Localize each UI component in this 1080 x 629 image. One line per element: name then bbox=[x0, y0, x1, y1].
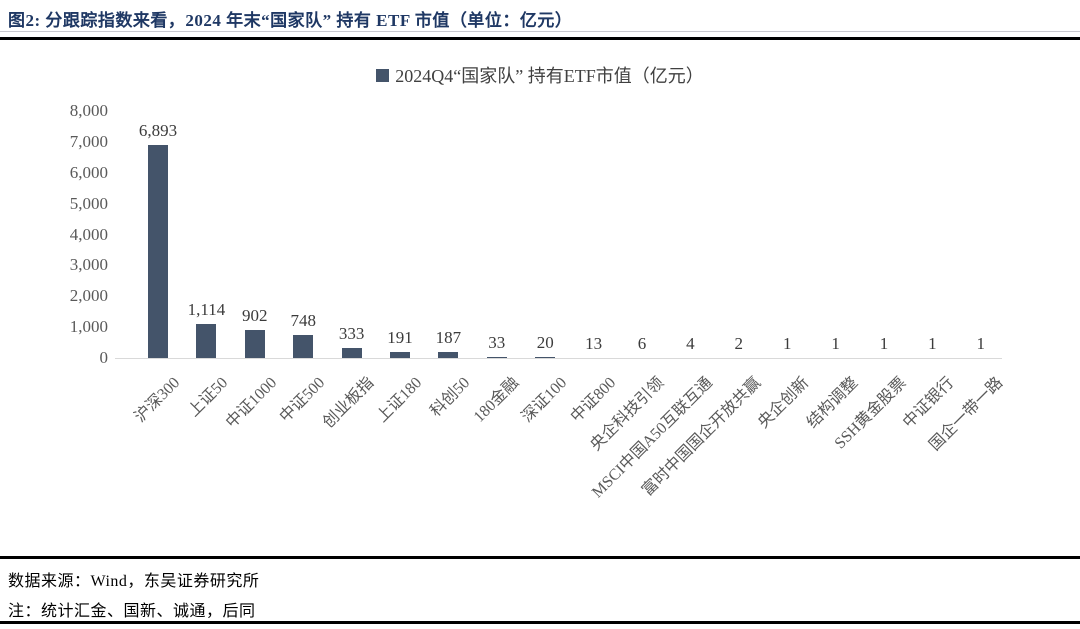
bar-value-label: 1,114 bbox=[187, 300, 226, 319]
bar bbox=[438, 352, 459, 358]
chart-legend: 2024Q4“国家队” 持有ETF市值（亿元） bbox=[0, 62, 1080, 88]
x-axis-category-label: 沪深300 bbox=[131, 374, 184, 426]
y-axis-tick-label: 2,000 bbox=[69, 286, 108, 306]
header-thin-rule bbox=[0, 31, 1080, 32]
x-axis-category-label: 科创50 bbox=[427, 374, 474, 421]
x-axis-category-label: 中证800 bbox=[567, 374, 619, 426]
x-axis-category-label: 中证银行 bbox=[900, 374, 958, 432]
bar-value-label: 333 bbox=[338, 324, 365, 343]
y-axis-tick-label: 0 bbox=[99, 348, 109, 367]
y-axis-tick-label: 1,000 bbox=[69, 317, 108, 337]
figure-title: 图2: 分跟踪指数来看，2024 年末“国家队” 持有 ETF 市值（单位：亿元… bbox=[8, 11, 573, 30]
legend-swatch-icon bbox=[376, 68, 390, 82]
y-axis-tick-label: 7,000 bbox=[69, 131, 108, 151]
bar-value-label: 13 bbox=[585, 334, 603, 353]
header-thick-rule bbox=[0, 37, 1080, 40]
x-axis-category-label: 180金融 bbox=[470, 374, 523, 426]
bar-value-label: 1 bbox=[879, 334, 889, 353]
x-axis-category-label: 结构调整 bbox=[803, 374, 861, 432]
y-axis-tick-label: 4,000 bbox=[69, 224, 108, 244]
note-text: 注：统计汇金、国新、诚通，后同 bbox=[8, 603, 256, 620]
footer-top-rule bbox=[0, 556, 1080, 559]
bar-value-label: 902 bbox=[242, 306, 268, 325]
bar-value-label: 4 bbox=[686, 334, 695, 353]
bar bbox=[196, 324, 217, 358]
legend-label: 2024Q4“国家队” 持有ETF市值（亿元） bbox=[395, 66, 704, 86]
x-axis-category-label: 上证50 bbox=[185, 374, 232, 421]
x-axis-category-label: 国企一带一路 bbox=[926, 374, 1007, 455]
x-axis-category-label: MSCI中国A50互联互通 bbox=[588, 374, 716, 502]
x-axis-category-label: 央企科技引领 bbox=[587, 374, 668, 455]
x-axis-category-label: 中证500 bbox=[276, 374, 329, 426]
bar-value-label: 748 bbox=[290, 311, 316, 330]
bar bbox=[390, 352, 410, 358]
bottom-rule bbox=[0, 621, 1080, 624]
bar-value-label: 1 bbox=[831, 334, 840, 353]
bar bbox=[341, 348, 362, 358]
bar-value-label: 191 bbox=[387, 328, 413, 347]
x-axis-category-label: 富时中国国企开放共赢 bbox=[638, 374, 765, 500]
bar-value-label: 1 bbox=[782, 334, 792, 353]
y-axis-tick-label: 6,000 bbox=[69, 162, 108, 182]
bar bbox=[486, 357, 507, 358]
x-axis-category-label: SSH黄金股票 bbox=[831, 374, 910, 453]
bar-value-label: 6 bbox=[637, 334, 647, 353]
y-axis-tick-label: 5,000 bbox=[69, 193, 108, 213]
bar-value-label: 1 bbox=[976, 334, 986, 353]
x-axis-category-label: 深证100 bbox=[518, 374, 571, 426]
bar-value-label: 6,893 bbox=[138, 121, 178, 140]
y-axis-tick-label: 8,000 bbox=[69, 101, 108, 120]
x-axis-category-label: 创业板指 bbox=[319, 374, 377, 432]
x-axis-category-label: 央企创新 bbox=[755, 374, 813, 432]
bar-value-label: 33 bbox=[488, 333, 506, 352]
x-axis-line bbox=[115, 358, 1002, 359]
x-axis-category-label: 中证1000 bbox=[222, 374, 281, 432]
bar-value-label: 1 bbox=[928, 334, 937, 353]
bar-value-label: 20 bbox=[536, 333, 554, 352]
bar bbox=[148, 145, 168, 358]
bar-value-label: 2 bbox=[734, 334, 744, 353]
y-axis-tick-label: 3,000 bbox=[69, 255, 108, 275]
bar-value-label: 187 bbox=[435, 328, 462, 347]
bar bbox=[535, 357, 556, 358]
bar bbox=[293, 335, 314, 358]
data-source-text: 数据来源：Wind，东吴证券研究所 bbox=[8, 573, 260, 590]
x-axis-category-label: 上证180 bbox=[373, 374, 426, 426]
bar bbox=[244, 330, 265, 358]
